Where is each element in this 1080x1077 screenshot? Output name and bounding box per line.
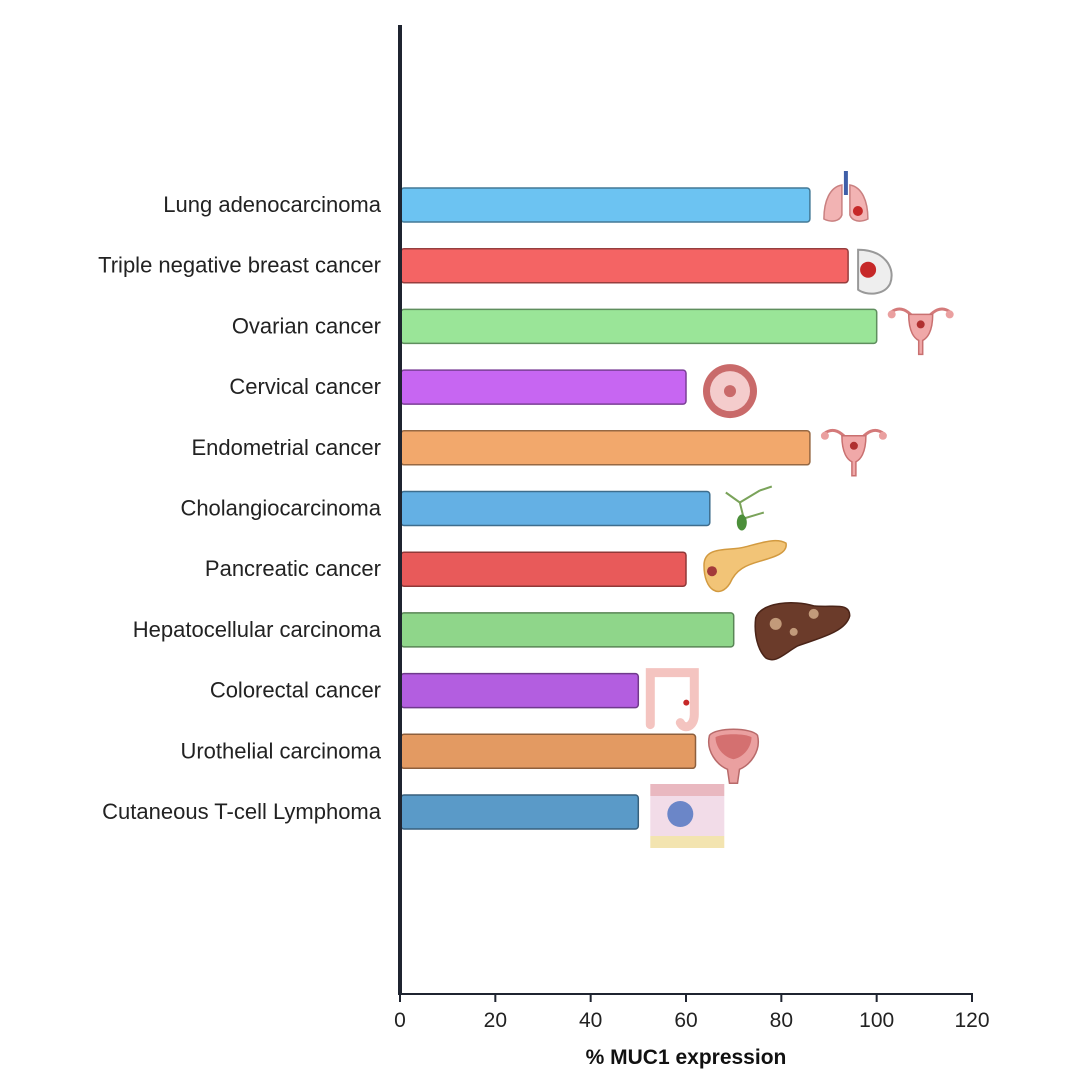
category-label: Hepatocellular carcinoma bbox=[133, 617, 382, 642]
uterus-icon bbox=[887, 307, 954, 356]
x-tick-label: 0 bbox=[394, 1009, 406, 1032]
uterus-icon bbox=[820, 428, 887, 477]
bar-hepatocellular-carcinoma bbox=[400, 612, 735, 648]
bar-colorectal-cancer bbox=[400, 672, 640, 709]
x-tick-label: 80 bbox=[770, 1009, 793, 1032]
skin-icon bbox=[650, 784, 725, 848]
bar-cervical-cancer bbox=[400, 369, 687, 405]
bar-lung-adenocarcinoma bbox=[400, 187, 811, 223]
x-tick-label: 60 bbox=[674, 1009, 697, 1032]
category-label: Lung adenocarcinoma bbox=[163, 192, 381, 217]
x-tick-label: 120 bbox=[954, 1009, 989, 1032]
x-tick-label: 40 bbox=[579, 1009, 602, 1032]
x-tick-label: 100 bbox=[859, 1009, 894, 1032]
bar-urothelial-carcinoma bbox=[400, 733, 697, 770]
category-label: Colorectal cancer bbox=[210, 678, 381, 703]
liver-icon bbox=[754, 602, 851, 661]
bar-cutaneous-t-cell-lymphoma bbox=[400, 794, 640, 830]
bar-endometrial-cancer bbox=[400, 430, 811, 466]
x-tick-label: 20 bbox=[484, 1009, 507, 1032]
bile-duct-icon bbox=[725, 485, 773, 531]
category-label: Endometrial cancer bbox=[191, 435, 381, 460]
pancreas-icon bbox=[703, 539, 787, 593]
cervix-icon bbox=[703, 364, 757, 419]
x-axis-title: % MUC1 expression bbox=[586, 1046, 787, 1069]
lungs-icon bbox=[823, 171, 869, 222]
category-label: Pancreatic cancer bbox=[205, 556, 381, 581]
category-label: Ovarian cancer bbox=[232, 313, 381, 338]
bar-pancreatic-cancer bbox=[400, 551, 687, 587]
colon-icon bbox=[645, 668, 699, 732]
breast-icon bbox=[857, 248, 893, 295]
bar-triple-negative-breast-cancer bbox=[400, 247, 849, 284]
category-label: Cutaneous T-cell Lymphoma bbox=[102, 799, 382, 824]
bar-cholangiocarcinoma bbox=[400, 490, 711, 527]
category-label: Urothelial carcinoma bbox=[180, 738, 381, 763]
category-label: Triple negative breast cancer bbox=[98, 253, 381, 278]
bladder-icon bbox=[707, 728, 760, 785]
bar-ovarian-cancer bbox=[400, 308, 878, 345]
category-label: Cervical cancer bbox=[229, 374, 381, 399]
category-label: Cholangiocarcinoma bbox=[180, 496, 381, 521]
